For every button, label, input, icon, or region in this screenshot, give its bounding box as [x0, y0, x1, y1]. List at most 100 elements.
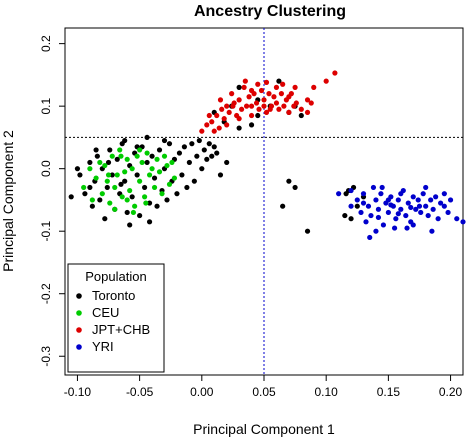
point-jpt-chb	[304, 97, 311, 103]
point-jpt-chb	[224, 103, 230, 109]
legend-marker	[76, 327, 82, 333]
point-toronto	[144, 159, 150, 166]
point-toronto	[298, 112, 304, 119]
point-jpt-chb	[243, 103, 250, 109]
point-toronto	[142, 184, 148, 191]
x-tick-label: -0.05	[126, 385, 154, 399]
point-toronto	[97, 197, 103, 203]
point-ceu	[149, 166, 155, 172]
point-toronto	[87, 159, 93, 166]
point-jpt-chb	[204, 122, 210, 128]
point-yri	[454, 216, 460, 222]
point-yri	[380, 222, 386, 228]
point-ceu	[154, 156, 160, 162]
point-yri	[368, 212, 374, 219]
point-jpt-chb	[276, 106, 282, 112]
point-jpt-chb	[206, 112, 212, 119]
y-tick-label: -0.1	[39, 221, 53, 242]
point-toronto	[94, 153, 100, 159]
point-toronto	[82, 191, 88, 197]
point-toronto	[174, 191, 180, 197]
point-ceu	[159, 191, 165, 197]
point-toronto	[196, 137, 202, 144]
point-yri	[429, 228, 435, 234]
point-yri	[391, 225, 398, 231]
point-toronto	[68, 194, 74, 200]
point-jpt-chb	[308, 100, 314, 106]
point-jpt-chb	[286, 94, 292, 100]
y-tick-label: -0.2	[39, 283, 53, 304]
point-yri	[375, 206, 382, 212]
point-toronto	[348, 216, 354, 222]
point-toronto	[236, 125, 242, 131]
point-toronto	[146, 200, 153, 206]
point-yri	[378, 191, 384, 197]
y-tick-label: 0.1	[39, 97, 53, 114]
point-toronto	[211, 144, 217, 150]
point-ceu	[124, 197, 130, 203]
point-jpt-chb	[221, 116, 227, 122]
point-jpt-chb	[323, 78, 329, 84]
point-ceu	[161, 153, 168, 159]
point-ceu	[89, 197, 95, 203]
point-jpt-chb	[246, 94, 252, 100]
point-yri	[441, 203, 447, 209]
point-yri	[365, 203, 372, 209]
point-ceu	[137, 147, 143, 153]
point-toronto	[124, 209, 130, 216]
point-jpt-chb	[281, 103, 287, 109]
point-yri	[447, 197, 454, 203]
point-ceu	[171, 175, 178, 181]
point-ceu	[139, 159, 145, 166]
point-toronto	[292, 184, 298, 191]
legend-title: Population	[85, 269, 146, 284]
point-ceu	[169, 159, 175, 166]
point-ceu	[87, 166, 93, 172]
point-yri	[441, 191, 447, 197]
point-toronto	[122, 137, 128, 144]
point-ceu	[129, 166, 135, 172]
point-ceu	[118, 153, 124, 159]
point-toronto	[164, 197, 170, 203]
point-jpt-chb	[214, 112, 220, 119]
point-ceu	[117, 147, 123, 153]
point-toronto	[214, 150, 220, 156]
point-ceu	[146, 172, 153, 178]
point-jpt-chb	[271, 94, 277, 100]
point-toronto	[77, 172, 83, 178]
legend-label: CEU	[92, 305, 119, 320]
point-yri	[360, 191, 367, 197]
point-toronto	[149, 153, 155, 159]
point-yri	[398, 191, 404, 197]
point-toronto	[181, 144, 187, 150]
point-yri	[348, 187, 354, 194]
y-tick-label: 0.2	[39, 35, 53, 52]
point-yri	[388, 202, 394, 208]
point-ceu	[102, 162, 108, 169]
point-toronto	[107, 147, 113, 153]
point-jpt-chb	[230, 103, 236, 109]
data-points	[68, 70, 466, 241]
point-ceu	[119, 194, 125, 200]
point-jpt-chb	[267, 106, 273, 112]
point-yri	[435, 216, 441, 222]
y-axis: -0.3 -0.2 -0.1 0.0 0.1 0.2	[39, 35, 65, 367]
point-jpt-chb	[280, 81, 286, 87]
point-toronto	[209, 153, 215, 159]
x-tick-label: -0.10	[64, 385, 92, 399]
point-ceu	[151, 184, 158, 191]
point-yri	[415, 197, 421, 203]
point-yri	[385, 209, 391, 216]
point-yri	[375, 214, 382, 221]
point-toronto	[104, 184, 110, 191]
x-axis-label: Principal Component 1	[193, 421, 335, 437]
point-jpt-chb	[226, 109, 232, 116]
point-toronto	[161, 137, 168, 144]
point-yri	[398, 206, 404, 212]
legend-label: JPT+CHB	[92, 322, 150, 337]
point-yri	[416, 203, 423, 209]
point-toronto	[102, 216, 108, 222]
point-toronto	[201, 147, 207, 153]
x-tick-label: 0.00	[190, 385, 214, 399]
